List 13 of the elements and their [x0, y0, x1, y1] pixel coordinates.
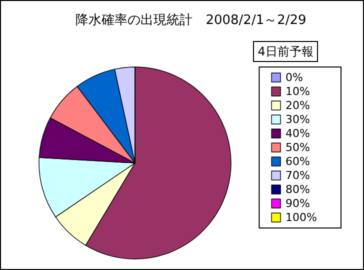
legend-label: 30% [286, 113, 310, 126]
legend-label: 70% [286, 169, 310, 182]
legend-label: 0% [286, 71, 304, 84]
legend-label: 60% [286, 155, 310, 168]
legend-label: 20% [286, 99, 310, 112]
legend-label: 50% [286, 141, 310, 154]
legend-label: 80% [286, 183, 310, 196]
legend-label: 10% [286, 85, 310, 98]
legend-label: 90% [286, 197, 310, 210]
legend-title: 4日前予報 [258, 44, 314, 58]
legend-label: 40% [286, 127, 310, 140]
chart-title: 降水確率の出現統計 2008/2/1～2/29 [76, 12, 306, 28]
legend-label: 100% [286, 211, 318, 224]
